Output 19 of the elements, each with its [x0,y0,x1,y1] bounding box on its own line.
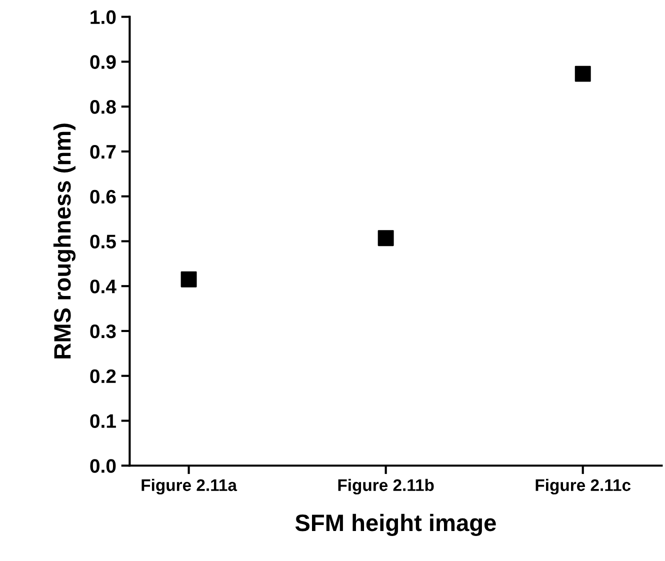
y-tick-label: 0.4 [90,280,116,294]
y-tick-label: 1.0 [90,10,116,24]
y-axis-title: RMS roughness (nm) [53,124,76,358]
x-tick-label: Figure 2.11a [142,478,238,494]
y-tick-label: 0.3 [90,324,116,338]
x-axis-title: SFM height image [295,514,496,536]
y-tick-label: 0.7 [90,144,116,159]
y-tick-label: 0.2 [90,369,116,384]
point [180,271,197,288]
y-tick-label: 0.0 [90,459,116,473]
y-tick-label: 0.6 [90,190,116,204]
y-tick-label: 0.1 [90,414,116,428]
point [378,230,394,246]
x-tick-label: Figure 2.11b [338,478,434,494]
y-tick-label: 0.8 [90,100,116,114]
y-tick-label: 0.5 [90,234,116,248]
x-tick-label: Figure 2.11c [536,478,631,494]
y-tick-label: 0.9 [90,55,116,69]
point [574,66,591,82]
